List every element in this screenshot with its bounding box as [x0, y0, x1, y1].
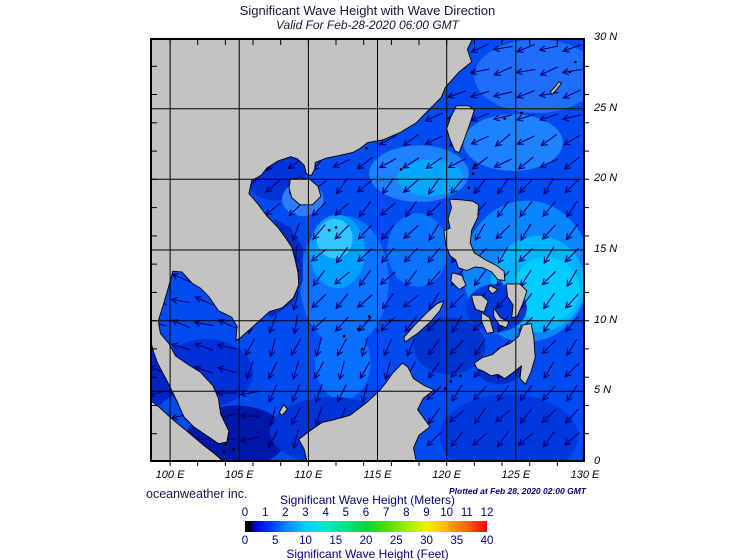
land-samar-leyte [505, 283, 528, 319]
colorbar-tick-label: 6 [362, 507, 370, 519]
colorbar-tick-label: 5 [342, 507, 350, 519]
wave-height-colorbar [245, 521, 487, 532]
legend-title-meters: Significant Wave Height (Meters) [280, 493, 455, 507]
y-axis-label: 10 N [594, 313, 618, 326]
colorbar-tick-label: 12 [480, 507, 494, 519]
colorbar-tick-label: 30 [420, 535, 433, 547]
colorbar-tick-label: 9 [423, 507, 430, 519]
land-masbate [487, 284, 499, 295]
y-axis-label: 20 N [594, 172, 618, 185]
land-okinawa [549, 81, 563, 96]
graticule [150, 38, 585, 462]
colorbar-tick-label: 5 [272, 535, 279, 547]
land-mindoro [450, 272, 467, 291]
colorbar-tick-label: 4 [322, 507, 329, 519]
colorbar-tick-label: 3 [302, 507, 309, 519]
colorbar-tick-label: 0 [241, 535, 249, 547]
x-axis-label: 120 E [432, 469, 462, 481]
y-axis-label: 30 N [594, 31, 618, 43]
land-sumatra [150, 399, 225, 462]
colorbar-tick-label: 8 [403, 507, 410, 519]
colorbar-tick-label: 11 [460, 507, 473, 519]
x-axis-label: 110 E [294, 469, 323, 481]
land-borneo [298, 362, 436, 462]
legend-title-feet: Significant Wave Height (Feet) [286, 547, 449, 560]
land-hainan [288, 177, 322, 206]
chart-subtitle: Valid For Feb-28-2020 06:00 GMT [276, 18, 459, 32]
y-axis-label: 25 N [594, 101, 618, 114]
land-mainland-asia [150, 38, 474, 445]
frame-ticks [151, 39, 589, 466]
y-axis-label: 15 N [594, 243, 618, 255]
land-panay [471, 294, 489, 313]
x-axis-label: 115 E [363, 469, 392, 481]
colorbar-tick-label: 7 [382, 507, 390, 519]
credit-text: oceanweather inc. [146, 487, 248, 501]
colorbar-tick-label: 1 [261, 507, 269, 519]
land-mindanao [473, 322, 536, 386]
colorbar-tick-label: 15 [329, 535, 343, 547]
legend-feet-scale: 0 5 10 15 20 25 30 35 40 [241, 535, 494, 548]
colorbar-tick-label: 10 [299, 535, 312, 547]
land-negros [480, 311, 495, 334]
colorbar-tick-label: 35 [450, 535, 464, 547]
colorbar-tick-label: 40 [480, 535, 494, 547]
y-axis-label: 5 N [594, 384, 612, 397]
colorbar-tick-label: 25 [389, 535, 403, 547]
land-palawan [403, 300, 445, 343]
map-plot-area: 30 N 25 N 20 N 15 N 10 N 5 N 0 100 E 105 E 110 E 1… [150, 31, 617, 481]
map-frame [150, 38, 585, 462]
y-axis-label: 0 [594, 455, 601, 467]
plotted-timestamp: Plotted at Feb 28, 2020 02:00 GMT [449, 486, 586, 496]
land-masses [150, 38, 563, 462]
colorbar-tick-label: 10 [440, 507, 454, 519]
chart-title: Significant Wave Height with Wave Direct… [239, 3, 496, 18]
land-cebu-bohol [493, 306, 510, 329]
legend-meters-scale: 0 1 2 3 4 5 6 7 8 9 10 11 12 [241, 507, 494, 520]
x-axis-label: 125 E [501, 469, 531, 481]
x-axis-label: 130 E [570, 469, 600, 481]
land-natuna [278, 404, 289, 417]
wave-height-map [150, 38, 589, 466]
colorbar-tick-label: 2 [282, 507, 289, 519]
x-axis-label: 105 E [224, 469, 254, 481]
land-luzon [443, 198, 506, 281]
colorbar-tick-label: 0 [241, 507, 249, 519]
x-axis-label: 100 E [155, 469, 185, 481]
colorbar-tick-label: 20 [359, 535, 373, 547]
